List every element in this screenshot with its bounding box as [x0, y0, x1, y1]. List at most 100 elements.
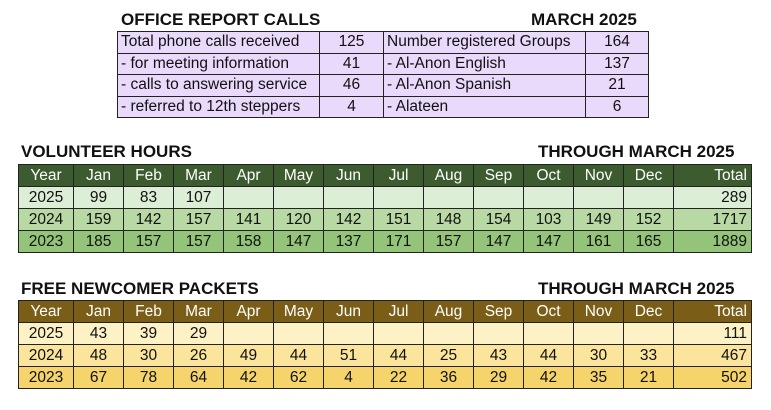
- column-header: Year: [18, 300, 74, 323]
- column-header: Sep: [473, 164, 524, 187]
- office-value: 46: [319, 74, 384, 97]
- month-cell: 152: [623, 208, 674, 231]
- table-header-row: Year Jan Feb Mar Apr May Jun Jul Aug Sep Oct Nov Dec…: [18, 300, 752, 323]
- month-cell: [223, 322, 274, 345]
- month-cell: 161: [573, 230, 624, 253]
- month-cell: 35: [573, 366, 624, 389]
- month-cell: [623, 322, 674, 345]
- column-header: Jun: [323, 164, 374, 187]
- column-header: Apr: [223, 164, 274, 187]
- month-cell: 151: [373, 208, 424, 231]
- year-cell: 2023: [18, 366, 74, 389]
- month-cell: 83: [123, 186, 174, 209]
- office-label: Total phone calls received: [117, 31, 320, 54]
- month-cell: [373, 186, 424, 209]
- groups-label: - Alateen: [383, 95, 586, 118]
- column-header: Mar: [173, 300, 224, 323]
- office-value: 125: [319, 31, 384, 54]
- month-cell: 103: [523, 208, 574, 231]
- column-header: Sep: [473, 300, 524, 323]
- month-cell: 157: [173, 230, 224, 253]
- month-cell: 42: [523, 366, 574, 389]
- month-cell: 42: [223, 366, 274, 389]
- table-row: Total phone calls received 125 Number re…: [117, 31, 649, 54]
- table-row: 2024 48 30 26 49 44 51 44 25 43 44 30 33 467: [18, 344, 752, 367]
- total-cell: 289: [673, 186, 752, 209]
- month-cell: 30: [573, 344, 624, 367]
- month-cell: 120: [273, 208, 324, 231]
- volunteer-hours-table: Year Jan Feb Mar Apr May Jun Jul Aug Sep Oct Nov Dec…: [18, 164, 752, 253]
- newcomer-packets-title: FREE NEWCOMER PACKETS: [21, 279, 259, 298]
- total-cell: 1889: [673, 230, 752, 253]
- month-cell: [273, 322, 324, 345]
- month-cell: 44: [373, 344, 424, 367]
- month-cell: 51: [323, 344, 374, 367]
- column-header: Apr: [223, 300, 274, 323]
- month-cell: [273, 186, 324, 209]
- month-cell: 165: [623, 230, 674, 253]
- office-label: - calls to answering service: [117, 74, 320, 97]
- month-cell: 78: [123, 366, 174, 389]
- month-cell: 137: [323, 230, 374, 253]
- column-header: Aug: [423, 164, 474, 187]
- month-cell: [323, 186, 374, 209]
- office-report-table: Total phone calls received 125 Number re…: [117, 31, 649, 118]
- table-header-row: Year Jan Feb Mar Apr May Jun Jul Aug Sep Oct Nov Dec…: [18, 164, 752, 187]
- table-row: 2023 67 78 64 42 62 4 22 36 29 42 35 21 502: [18, 366, 752, 389]
- column-header: Aug: [423, 300, 474, 323]
- column-header: Jul: [373, 164, 424, 187]
- month-cell: 30: [123, 344, 174, 367]
- total-cell: 502: [673, 366, 752, 389]
- groups-value: 164: [585, 31, 649, 54]
- month-cell: 62: [273, 366, 324, 389]
- month-cell: 141: [223, 208, 274, 231]
- month-cell: 43: [473, 344, 524, 367]
- month-cell: 49: [223, 344, 274, 367]
- column-header: Dec: [623, 164, 674, 187]
- office-value: 4: [319, 95, 384, 118]
- column-header: Jan: [73, 300, 124, 323]
- month-cell: 154: [473, 208, 524, 231]
- table-row: - for meeting information 41 - Al-Anon E…: [117, 52, 649, 75]
- month-cell: 147: [473, 230, 524, 253]
- month-cell: 147: [523, 230, 574, 253]
- groups-value: 137: [585, 52, 649, 75]
- year-cell: 2024: [18, 208, 74, 231]
- month-cell: [473, 186, 524, 209]
- month-cell: 149: [573, 208, 624, 231]
- month-cell: 26: [173, 344, 224, 367]
- month-cell: [573, 322, 624, 345]
- column-header: Feb: [123, 164, 174, 187]
- month-cell: 64: [173, 366, 224, 389]
- column-header: Oct: [523, 300, 574, 323]
- month-cell: 44: [273, 344, 324, 367]
- month-cell: 44: [523, 344, 574, 367]
- table-row: 2025 99 83 107 289: [18, 186, 752, 209]
- month-cell: 107: [173, 186, 224, 209]
- total-cell: 467: [673, 344, 752, 367]
- month-cell: 39: [123, 322, 174, 345]
- table-row: - calls to answering service 46 - Al-Ano…: [117, 74, 649, 97]
- month-cell: [423, 322, 474, 345]
- year-cell: 2025: [18, 322, 74, 345]
- month-cell: 43: [73, 322, 124, 345]
- column-header: Dec: [623, 300, 674, 323]
- table-row: 2024 159 142 157 141 120 142 151 148 154 103 149 152…: [18, 208, 752, 231]
- month-cell: [573, 186, 624, 209]
- column-header: Total: [673, 164, 752, 187]
- column-header: May: [273, 300, 324, 323]
- month-cell: 33: [623, 344, 674, 367]
- newcomer-packets-through: THROUGH MARCH 2025: [538, 279, 735, 298]
- month-cell: [623, 186, 674, 209]
- column-header: Total: [673, 300, 752, 323]
- month-cell: [423, 186, 474, 209]
- month-cell: 25: [423, 344, 474, 367]
- month-cell: 48: [73, 344, 124, 367]
- year-cell: 2024: [18, 344, 74, 367]
- column-header: Year: [18, 164, 74, 187]
- column-header: Jun: [323, 300, 374, 323]
- month-cell: 148: [423, 208, 474, 231]
- month-cell: [473, 322, 524, 345]
- office-report-month: MARCH 2025: [531, 10, 637, 29]
- year-cell: 2023: [18, 230, 74, 253]
